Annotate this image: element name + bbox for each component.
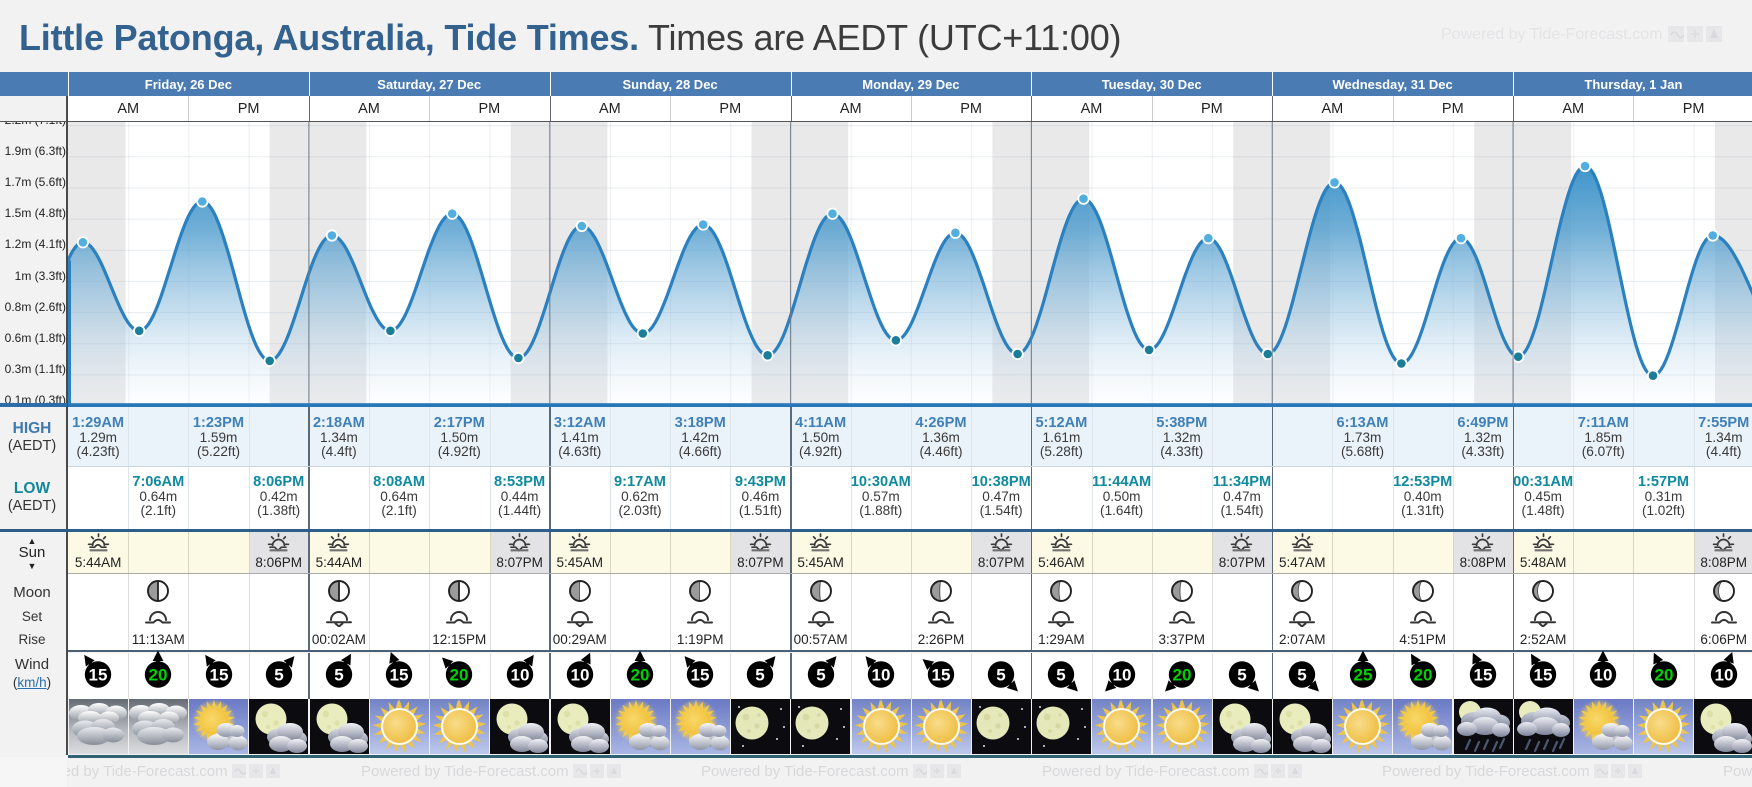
svg-text:15: 15 [1473, 666, 1492, 685]
svg-text:10: 10 [1714, 666, 1733, 685]
svg-text:15: 15 [390, 666, 409, 685]
svg-text:10: 10 [1112, 666, 1131, 685]
svg-text:5: 5 [756, 666, 765, 685]
svg-text:5: 5 [1237, 666, 1246, 685]
svg-text:20: 20 [1654, 666, 1673, 685]
svg-text:15: 15 [932, 666, 951, 685]
svg-text:20: 20 [1413, 666, 1432, 685]
svg-text:5: 5 [1298, 666, 1307, 685]
svg-text:5: 5 [274, 666, 283, 685]
svg-text:20: 20 [450, 666, 469, 685]
svg-text:25: 25 [1353, 666, 1372, 685]
svg-text:15: 15 [209, 666, 228, 685]
svg-text:20: 20 [631, 666, 650, 685]
svg-text:15: 15 [1534, 666, 1553, 685]
svg-text:5: 5 [334, 666, 343, 685]
svg-text:5: 5 [816, 666, 825, 685]
svg-text:10: 10 [510, 666, 529, 685]
svg-text:15: 15 [691, 666, 710, 685]
svg-text:20: 20 [1172, 666, 1191, 685]
svg-text:5: 5 [1057, 666, 1066, 685]
svg-text:10: 10 [871, 666, 890, 685]
svg-text:20: 20 [149, 666, 168, 685]
svg-text:15: 15 [89, 666, 108, 685]
svg-text:5: 5 [996, 666, 1005, 685]
svg-text:10: 10 [1594, 666, 1613, 685]
svg-text:10: 10 [570, 666, 589, 685]
